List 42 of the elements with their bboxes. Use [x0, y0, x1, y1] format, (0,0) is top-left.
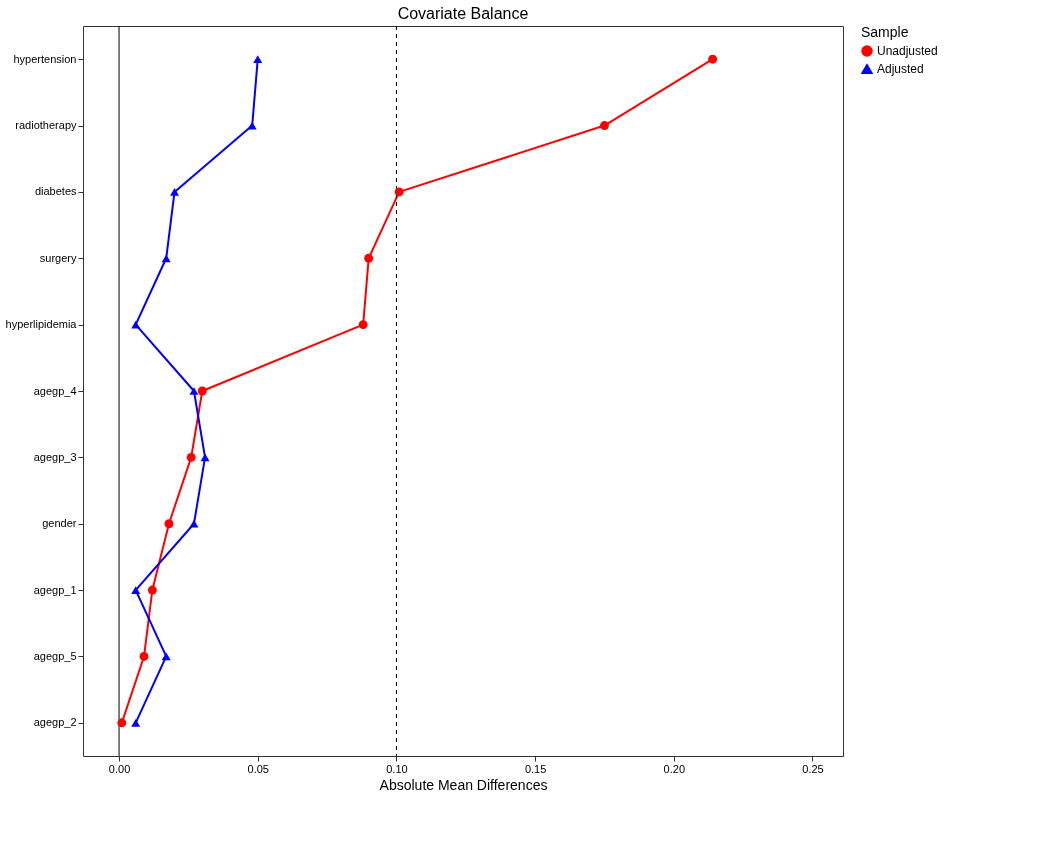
point — [117, 718, 127, 728]
x-tick-label: 0.20 — [663, 762, 686, 775]
y-tick-label: hypertension — [13, 52, 77, 65]
point — [131, 586, 141, 594]
x-tick-label: 0.15 — [524, 762, 547, 775]
y-tick-label: hyperlipidemia — [5, 318, 78, 331]
y-tick-label: agegp_2 — [33, 716, 77, 729]
point — [364, 253, 374, 263]
point — [197, 386, 207, 396]
point — [189, 519, 199, 528]
point — [358, 320, 368, 330]
point — [253, 55, 263, 64]
legend-label: Unadjusted — [877, 44, 938, 58]
point — [147, 585, 157, 595]
chart-title: Covariate Balance — [397, 4, 529, 22]
y-tick-label: surgery — [39, 251, 77, 264]
x-tick-label: 0.25 — [802, 762, 824, 775]
y-tick-label: agegp_1 — [33, 583, 77, 596]
x-tick-label: 0.00 — [108, 762, 131, 775]
y-tick-label: radiotherapy — [15, 119, 77, 132]
point — [161, 254, 171, 263]
point — [394, 187, 404, 197]
x-tick-label: 0.05 — [247, 762, 269, 775]
point — [599, 121, 609, 131]
point — [139, 651, 149, 661]
y-tick-label: agegp_4 — [33, 384, 77, 397]
point — [131, 718, 141, 727]
legend-label: Adjusted — [877, 62, 924, 76]
point — [186, 452, 196, 462]
y-tick-label: gender — [42, 517, 77, 530]
point — [200, 453, 210, 462]
x-axis-title: Absolute Mean Differences — [379, 776, 548, 793]
y-tick-label: diabetes — [34, 185, 77, 198]
point — [131, 320, 141, 329]
point — [708, 54, 718, 64]
y-tick-label: agegp_3 — [33, 450, 77, 463]
point — [189, 387, 199, 395]
point — [164, 519, 174, 529]
x-tick-label: 0.10 — [386, 762, 408, 775]
y-tick-label: agegp_5 — [33, 649, 77, 662]
legend-title: Sample — [861, 24, 909, 40]
point — [170, 188, 179, 196]
